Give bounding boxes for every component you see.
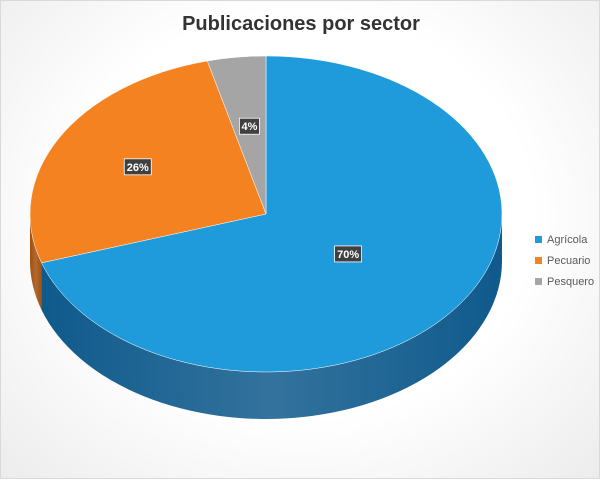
data-label-box-pecuario xyxy=(123,158,152,176)
legend-item-pecuario: Pecuario xyxy=(535,250,594,271)
legend-item-pesquero: Pesquero xyxy=(535,271,594,292)
pie-data-labels: 70% 26% 4% xyxy=(123,117,362,263)
legend-swatch-pecuario xyxy=(535,257,542,264)
pie-slices xyxy=(29,55,503,373)
data-label-box-pesquero xyxy=(239,117,260,135)
data-label-box-agricola xyxy=(334,245,362,263)
legend: Agrícola Pecuario Pesquero xyxy=(535,229,594,292)
legend-label-pesquero: Pesquero xyxy=(547,275,595,288)
data-label-text-agricola: 70% xyxy=(337,249,359,261)
legend-swatch-pesquero xyxy=(535,278,542,285)
pie-side-pecuario xyxy=(30,214,42,310)
chart-title: Publicaciones por sector xyxy=(182,13,420,35)
data-label-text-pecuario: 26% xyxy=(127,162,149,174)
data-label-agricola: 70% xyxy=(334,245,362,263)
pie-sides xyxy=(30,214,503,419)
legend-item-agricola: Agrícola xyxy=(535,229,594,250)
legend-label-pecuario: Pecuario xyxy=(547,254,591,267)
legend-swatch-agricola xyxy=(535,236,542,243)
legend-label-agricola: Agrícola xyxy=(547,233,588,246)
pie-slice-agricola xyxy=(41,55,503,373)
data-label-pesquero: 4% xyxy=(239,117,260,135)
pie-side-agricola xyxy=(41,214,503,419)
data-label-pecuario: 26% xyxy=(123,158,152,176)
pie-slice-pesquero xyxy=(206,55,267,215)
data-label-text-pesquero: 4% xyxy=(241,121,257,133)
